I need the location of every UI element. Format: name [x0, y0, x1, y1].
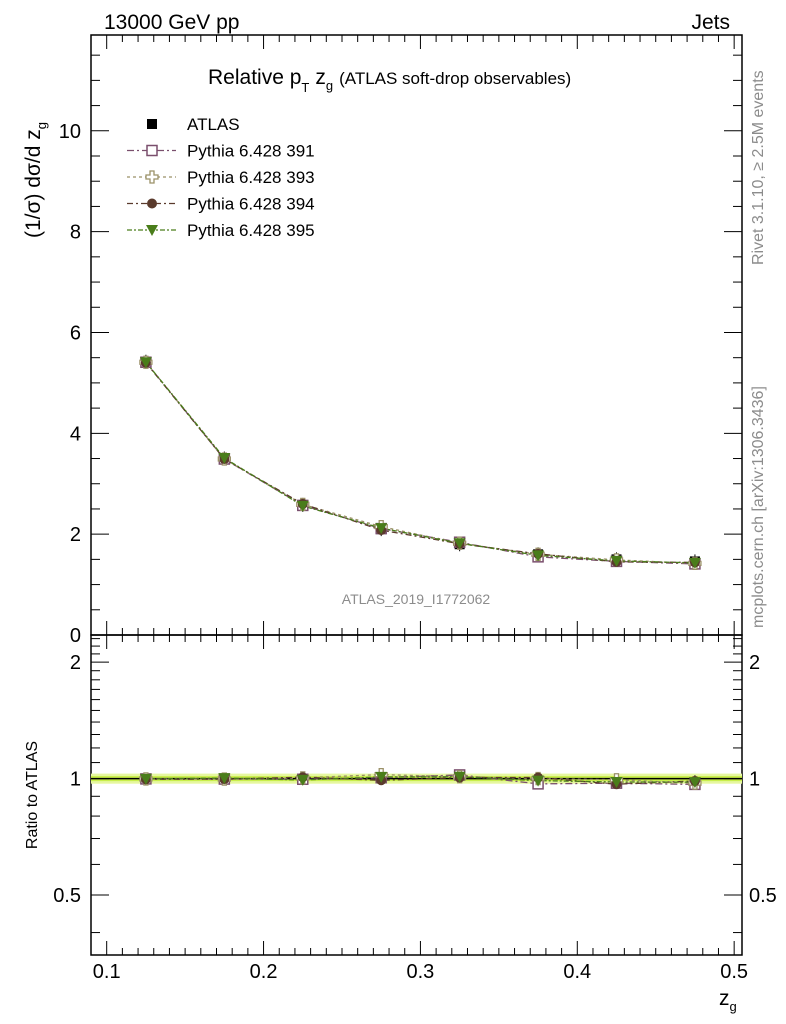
ratio-point-pythia-6-428-395: [610, 776, 623, 788]
line-pythia-6-428-394: [145, 362, 695, 564]
ratio-series-lines: [145, 773, 695, 786]
ratio-line-pythia-6-428-394: [145, 776, 695, 785]
ratio-y-tick-label-right: 1: [749, 769, 760, 791]
ratio-y-tick-label-left: 2: [70, 652, 81, 674]
point-pythia-6-428-395: [139, 357, 152, 369]
point-pythia-6-428-395: [688, 557, 701, 569]
ratio-line-pythia-6-428-395: [145, 776, 695, 783]
ratio-y-tick-label-right: 2: [749, 652, 760, 674]
line-pythia-6-428-395: [145, 361, 695, 564]
ratio-point-pythia-6-428-395: [139, 773, 152, 785]
header-jets: Jets: [691, 11, 730, 34]
point-pythia-6-428-395: [453, 538, 466, 550]
point-pythia-6-428-395: [610, 555, 623, 567]
x-ticks: 0.1 0.2 0.3 0.4 0.5: [93, 35, 748, 983]
point-pythia-6-428-395: [375, 523, 388, 535]
title-rest: (ATLAS soft-drop observables): [339, 69, 571, 88]
legend-item-pythia-6-428-395: Pythia 6.428 395: [127, 221, 315, 240]
main-y-tick-label: 2: [70, 524, 81, 546]
main-y-tick-label: 0: [70, 625, 81, 647]
legend-item-pythia-6-428-394: Pythia 6.428 394: [127, 195, 315, 214]
ratio-y-tick-label-left: 0.5: [53, 885, 81, 907]
point-pythia-6-428-395: [296, 500, 309, 512]
main-y-tick-label: 4: [70, 423, 81, 445]
x-axis-label-sub: g: [730, 999, 737, 1014]
ratio-y-tick-label-left: 1: [70, 769, 81, 791]
ratio-point-pythia-6-428-395: [218, 773, 231, 785]
legend-item-pythia-6-428-393: Pythia 6.428 393: [127, 168, 315, 187]
title-sub-g: g: [326, 78, 333, 93]
ratio-y-ticks: 0.5 0.5 1 1 2 2: [53, 638, 777, 934]
title-sub-t: T: [301, 80, 309, 95]
legend-marker: [147, 198, 157, 209]
legend: ATLAS Pythia 6.428 391 Pythia 6.428 393 Pyt…: [127, 115, 315, 240]
legend-marker: [145, 170, 159, 184]
main-series-lines: [145, 361, 695, 565]
x-tick-label: 0.4: [563, 961, 591, 983]
main-series-markers: [139, 354, 702, 571]
main-y-axis-label-text: (1/σ) dσ/d z: [22, 129, 45, 238]
main-y-axis-label: (1/σ) dσ/d zg: [22, 122, 49, 238]
main-y-axis-label-sub: g: [34, 122, 49, 129]
ratio-point-pythia-6-428-395: [688, 777, 701, 789]
ratio-point-pythia-6-428-395: [532, 775, 545, 787]
ratio-point-pythia-6-428-395: [453, 771, 466, 783]
legend-item-atlas: ATLAS: [147, 115, 240, 134]
x-tick-label: 0.5: [720, 961, 748, 983]
x-axis-label-text: z: [719, 987, 730, 1010]
ratio-y-axis-label: Ratio to ATLAS: [24, 741, 41, 849]
ratio-point-pythia-6-428-395: [375, 771, 388, 783]
legend-label: Pythia 6.428 391: [187, 142, 315, 161]
point-pythia-6-428-395: [532, 550, 545, 562]
title-main: Relative p: [208, 66, 301, 89]
legend-marker: [146, 225, 158, 236]
ratio-y-tick-label-right: 0.5: [749, 885, 777, 907]
legend-item-pythia-6-428-391: Pythia 6.428 391: [127, 142, 315, 161]
legend-label: Pythia 6.428 394: [187, 195, 315, 214]
legend-label: Pythia 6.428 395: [187, 221, 315, 240]
ratio-point-pythia-6-428-395: [296, 774, 309, 786]
point-pythia-6-428-395: [218, 453, 231, 465]
side-label-rivet: Rivet 3.1.10, ≥ 2.5M events: [750, 70, 767, 265]
x-tick-label: 0.3: [407, 961, 435, 983]
main-y-ticks: 0 2 4 6 8 10: [59, 54, 742, 647]
legend-marker: [146, 144, 158, 157]
x-tick-label: 0.2: [250, 961, 278, 983]
svg-text:(1/σ) dσ/d zg: (1/σ) dσ/d zg: [22, 122, 49, 238]
main-y-tick-label: 8: [70, 222, 81, 244]
ratio-series-markers: [139, 767, 702, 791]
title-z: z: [315, 66, 326, 89]
legend-marker: [147, 119, 157, 129]
legend-label: ATLAS: [187, 115, 240, 134]
x-tick-label: 0.1: [93, 961, 121, 983]
main-y-tick-label: 6: [70, 322, 81, 344]
x-axis-label: zg: [719, 987, 737, 1014]
legend-label: Pythia 6.428 393: [187, 168, 315, 187]
plot-title: Relative pT zg (ATLAS soft-drop observable…: [208, 66, 571, 95]
ratio-panel-frame: [90, 634, 743, 956]
analysis-watermark: ATLAS_2019_I1772062: [342, 591, 491, 607]
main-y-tick-label: 10: [59, 121, 81, 143]
header-energy: 13000 GeV pp: [104, 11, 239, 34]
side-label-mcplots: mcplots.cern.ch [arXiv:1306.3436]: [750, 386, 767, 628]
